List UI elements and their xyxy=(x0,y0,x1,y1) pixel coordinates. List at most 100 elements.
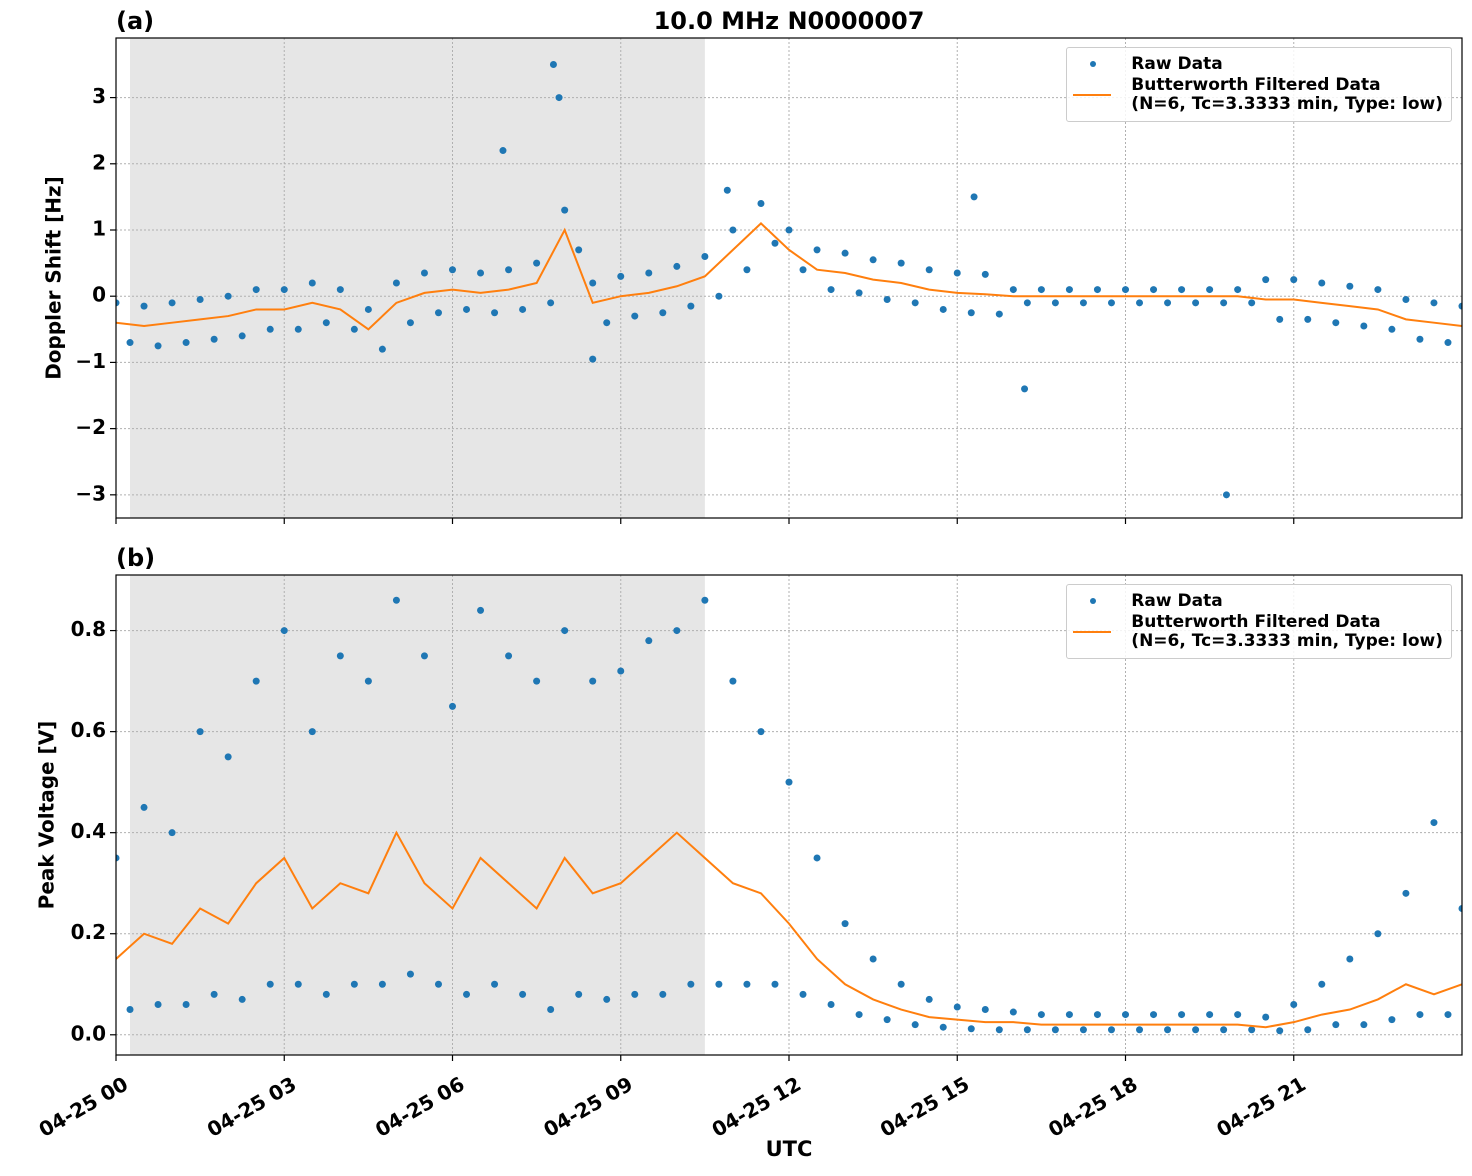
shaded-span xyxy=(130,38,705,518)
raw-point xyxy=(1136,1026,1144,1034)
y-tick-label: 0.0 xyxy=(71,1021,106,1045)
raw-point xyxy=(116,299,120,307)
raw-point xyxy=(280,286,288,294)
raw-point xyxy=(1206,286,1214,294)
x-tick-label: 04-25 12 xyxy=(708,1072,806,1142)
raw-point xyxy=(322,319,330,327)
raw-point xyxy=(841,920,849,928)
x-tick-label: 04-25 15 xyxy=(876,1072,974,1142)
x-tick-label: 04-25 09 xyxy=(539,1072,637,1142)
raw-point xyxy=(1304,315,1312,323)
raw-point xyxy=(897,980,905,988)
raw-point xyxy=(350,325,358,333)
raw-point xyxy=(561,627,569,635)
raw-point xyxy=(1290,276,1298,284)
raw-point xyxy=(1178,1011,1186,1019)
raw-point xyxy=(420,269,428,277)
raw-point xyxy=(1430,819,1438,827)
raw-point xyxy=(617,667,625,675)
y-tick-label: 0.8 xyxy=(71,617,106,641)
raw-point xyxy=(1192,299,1200,307)
axes-frame xyxy=(115,37,1463,519)
legend-entry: Butterworth Filtered Data (N=6, Tc=3.333… xyxy=(1073,613,1443,651)
raw-point xyxy=(555,94,563,102)
raw-point xyxy=(224,753,232,761)
legend-label: Raw Data xyxy=(1131,54,1223,74)
filtered-line xyxy=(116,222,1462,331)
raw-point xyxy=(715,980,723,988)
raw-point xyxy=(266,325,274,333)
raw-point xyxy=(1107,299,1115,307)
raw-point xyxy=(392,279,400,287)
raw-point xyxy=(1234,286,1242,294)
y-tick-label: 3 xyxy=(92,84,106,108)
raw-point xyxy=(883,296,891,304)
raw-point xyxy=(322,990,330,998)
legend: Raw Data Butterworth Filtered Data (N=6, … xyxy=(1066,47,1452,122)
raw-point xyxy=(841,249,849,257)
raw-point xyxy=(182,339,190,347)
raw-point xyxy=(617,272,625,280)
raw-point xyxy=(434,309,442,317)
raw-point xyxy=(911,299,919,307)
raw-point xyxy=(1150,1011,1158,1019)
raw-point xyxy=(1192,1026,1200,1034)
raw-point xyxy=(715,292,723,300)
raw-point xyxy=(687,980,695,988)
raw-point xyxy=(687,302,695,310)
raw-point xyxy=(210,990,218,998)
raw-point xyxy=(799,266,807,274)
panel-label: (a) xyxy=(116,7,154,35)
raw-point xyxy=(855,289,863,297)
raw-point xyxy=(1304,1026,1312,1034)
raw-point xyxy=(238,332,246,340)
raw-point xyxy=(154,342,162,350)
raw-point xyxy=(743,266,751,274)
raw-point xyxy=(519,990,527,998)
raw-point xyxy=(659,990,667,998)
raw-point xyxy=(1388,1016,1396,1024)
raw-point xyxy=(182,1000,190,1008)
raw-point xyxy=(1388,325,1396,333)
raw-point xyxy=(1318,980,1326,988)
legend-key xyxy=(1073,613,1113,651)
raw-point xyxy=(771,980,779,988)
raw-point xyxy=(631,312,639,320)
raw-point xyxy=(1037,1011,1045,1019)
raw-point xyxy=(168,829,176,837)
raw-point xyxy=(799,990,807,998)
raw-point xyxy=(995,1026,1003,1034)
y-tick-label: −3 xyxy=(75,481,106,505)
raw-point xyxy=(1122,1011,1129,1019)
raw-point xyxy=(729,677,737,685)
raw-point xyxy=(1262,276,1270,284)
plot-area xyxy=(116,38,1462,518)
legend-key xyxy=(1073,592,1113,611)
raw-point xyxy=(1374,930,1382,938)
raw-point xyxy=(1023,1026,1031,1034)
panel-label: (b) xyxy=(116,544,155,572)
raw-point xyxy=(701,596,709,604)
raw-point xyxy=(1234,1011,1242,1019)
raw-point xyxy=(1318,279,1326,287)
raw-point xyxy=(953,1003,961,1011)
raw-point xyxy=(1122,286,1129,294)
raw-point xyxy=(967,1025,975,1033)
raw-point xyxy=(224,292,232,300)
raw-point xyxy=(477,606,485,614)
raw-point xyxy=(406,970,414,978)
legend-label: Butterworth Filtered Data (N=6, Tc=3.333… xyxy=(1131,75,1443,114)
raw-point xyxy=(1206,1011,1214,1019)
raw-point xyxy=(855,1011,863,1019)
raw-point xyxy=(364,677,372,685)
raw-point xyxy=(1009,1008,1017,1016)
raw-point xyxy=(1021,385,1029,393)
raw-point xyxy=(392,596,400,604)
raw-point xyxy=(210,335,218,343)
raw-point xyxy=(547,1006,555,1014)
raw-point xyxy=(196,728,204,736)
raw-point xyxy=(116,854,120,862)
raw-point xyxy=(981,1006,989,1014)
raw-point xyxy=(406,319,414,327)
